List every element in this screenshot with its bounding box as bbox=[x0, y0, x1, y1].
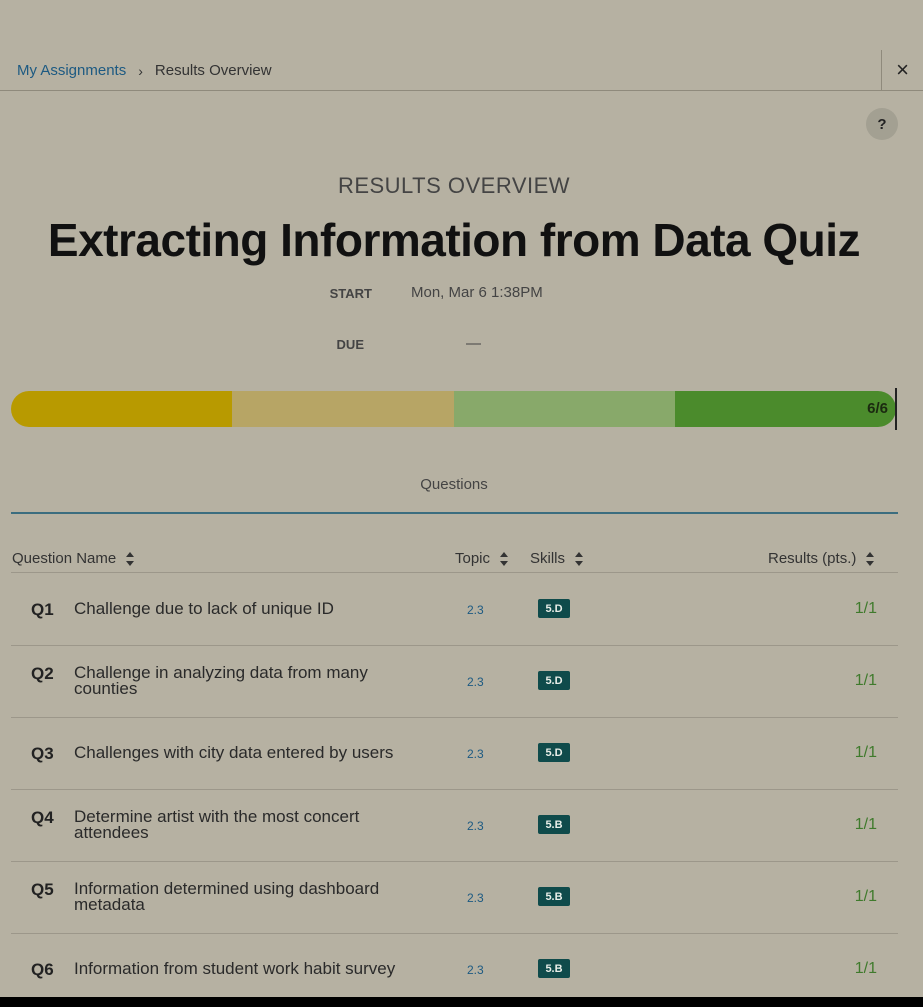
question-score: 1/1 bbox=[854, 960, 877, 977]
table-row[interactable]: Q2 Challenge in analyzing data from many… bbox=[11, 645, 898, 718]
question-name[interactable]: Challenges with city data entered by use… bbox=[74, 743, 394, 762]
due-value: — bbox=[466, 335, 481, 352]
skill-badge: 5.B bbox=[538, 887, 570, 906]
sort-icon bbox=[126, 551, 135, 566]
question-name[interactable]: Challenge due to lack of unique ID bbox=[74, 599, 334, 618]
topic-link[interactable]: 2.3 bbox=[467, 675, 484, 689]
column-skills: Skills bbox=[530, 550, 566, 567]
score-progress-bar: 6/6 bbox=[11, 391, 896, 427]
topic-link[interactable]: 2.3 bbox=[467, 747, 484, 761]
question-number: Q2 bbox=[31, 664, 54, 683]
page-title: Extracting Information from Data Quiz bbox=[47, 214, 861, 266]
sort-topic-button[interactable]: Topic bbox=[455, 550, 509, 567]
question-score: 1/1 bbox=[854, 816, 877, 833]
bottom-edge bbox=[0, 997, 923, 1007]
progress-end-marker bbox=[895, 388, 897, 430]
top-bar: My Assignments › Results Overview × bbox=[0, 50, 923, 91]
question-number: Q1 bbox=[31, 600, 54, 619]
question-score: 1/1 bbox=[854, 600, 877, 617]
table-row[interactable]: Q3 Challenges with city data entered by … bbox=[11, 717, 898, 790]
tab-questions[interactable]: Questions bbox=[420, 476, 488, 493]
table-row[interactable]: Q1 Challenge due to lack of unique ID 2.… bbox=[11, 573, 898, 646]
topic-link[interactable]: 2.3 bbox=[467, 891, 484, 905]
tab-underline bbox=[11, 512, 898, 514]
progress-label: 6/6 bbox=[867, 400, 888, 417]
question-number: Q5 bbox=[31, 880, 54, 899]
question-score: 1/1 bbox=[854, 888, 877, 905]
breadcrumb-my-assignments-link[interactable]: My Assignments bbox=[17, 62, 127, 79]
help-button[interactable]: ? bbox=[866, 108, 898, 140]
progress-segment-3 bbox=[453, 391, 675, 427]
table-row[interactable]: Q5 Information determined using dashboar… bbox=[11, 861, 898, 934]
progress-segment-4 bbox=[674, 391, 896, 427]
sort-results-button[interactable]: Results (pts.) bbox=[768, 550, 875, 567]
skill-badge: 5.D bbox=[538, 671, 570, 690]
page-eyebrow: RESULTS OVERVIEW bbox=[337, 173, 571, 198]
question-name[interactable]: Determine artist with the most concert a… bbox=[74, 807, 360, 842]
start-label: START bbox=[329, 286, 372, 301]
question-name[interactable]: Information determined using dashboard m… bbox=[74, 879, 380, 914]
table-row[interactable]: Q4 Determine artist with the most concer… bbox=[11, 789, 898, 862]
close-icon[interactable]: × bbox=[896, 57, 909, 82]
sort-question-name-button[interactable]: Question Name bbox=[12, 550, 135, 567]
start-value: Mon, Mar 6 1:38PM bbox=[411, 284, 543, 301]
skill-badge: 5.D bbox=[538, 743, 570, 762]
question-name[interactable]: Challenge in analyzing data from many co… bbox=[74, 663, 368, 698]
breadcrumb: My Assignments › Results Overview bbox=[17, 62, 272, 79]
table-row[interactable]: Q6 Information from student work habit s… bbox=[11, 933, 898, 1005]
skill-badge: 5.D bbox=[538, 599, 570, 618]
question-number: Q3 bbox=[31, 744, 54, 763]
skill-badge: 5.B bbox=[538, 815, 570, 834]
topic-link[interactable]: 2.3 bbox=[467, 603, 484, 617]
due-label: DUE bbox=[336, 337, 364, 352]
column-topic: Topic bbox=[455, 550, 491, 567]
sort-icon bbox=[575, 551, 584, 566]
sort-icon bbox=[866, 551, 875, 566]
sort-icon bbox=[500, 551, 509, 566]
progress-segment-1 bbox=[11, 391, 233, 427]
skill-badge: 5.B bbox=[538, 959, 570, 978]
table-header-divider bbox=[11, 572, 898, 573]
question-score: 1/1 bbox=[854, 672, 877, 689]
topic-link[interactable]: 2.3 bbox=[467, 819, 484, 833]
close-button[interactable]: × bbox=[881, 50, 923, 90]
column-question-name: Question Name bbox=[12, 550, 117, 567]
question-number: Q6 bbox=[31, 960, 54, 979]
question-name[interactable]: Information from student work habit surv… bbox=[74, 959, 396, 978]
sort-skills-button[interactable]: Skills bbox=[530, 550, 584, 567]
table-header: Question Name Topic Skills Results (pts.… bbox=[0, 548, 923, 572]
column-results: Results (pts.) bbox=[768, 550, 857, 567]
question-score: 1/1 bbox=[854, 744, 877, 761]
progress-segment-2 bbox=[232, 391, 454, 427]
topic-link[interactable]: 2.3 bbox=[467, 963, 484, 977]
question-number: Q4 bbox=[31, 808, 54, 827]
breadcrumb-current: Results Overview bbox=[154, 62, 272, 79]
chevron-right-icon: › bbox=[138, 62, 143, 79]
